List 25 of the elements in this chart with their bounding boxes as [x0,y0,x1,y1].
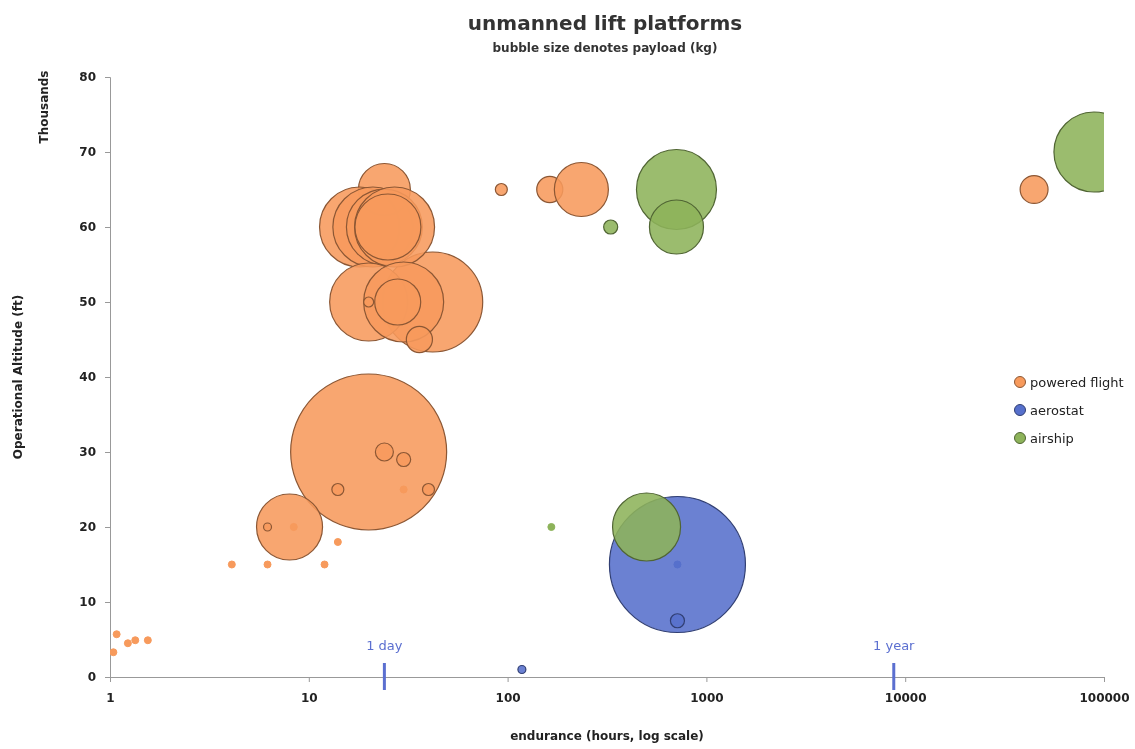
x-tick-label: 10000 [884,690,927,705]
x-tick-label: 1 [106,690,115,705]
y-tick-label: 50 [79,295,96,310]
chart-title: unmanned lift platforms [467,11,743,35]
chart-subtitle: bubble size denotes payload (kg) [492,41,718,55]
x-tick-label: 100 [495,690,521,705]
y-axis-title: Operational Altitude (ft) [11,294,25,460]
y-tick-label: 60 [79,220,96,235]
y-tick-label: 30 [79,445,96,460]
x-tick-label: 10 [300,690,318,705]
x-tick-label: 1000 [690,690,724,705]
ref-line-label: 1 day [366,638,403,653]
x-tick-label: 100000 [1079,690,1130,705]
legend-label: powered flight [1030,374,1124,390]
ref-line-label: 1 year [873,638,916,653]
y-tick-label: 40 [79,370,96,385]
y-tick-label: 0 [87,670,96,685]
y-tick-label: 70 [79,145,96,160]
legend-label: airship [1030,430,1074,446]
y-tick-label: 10 [79,595,96,610]
y-tick-label: 20 [79,520,96,535]
legend-label: aerostat [1030,402,1084,418]
text: Thousands [37,70,51,144]
x-axis-title: endurance (hours, log scale) [510,729,704,743]
y-tick-label: 80 [79,70,96,85]
